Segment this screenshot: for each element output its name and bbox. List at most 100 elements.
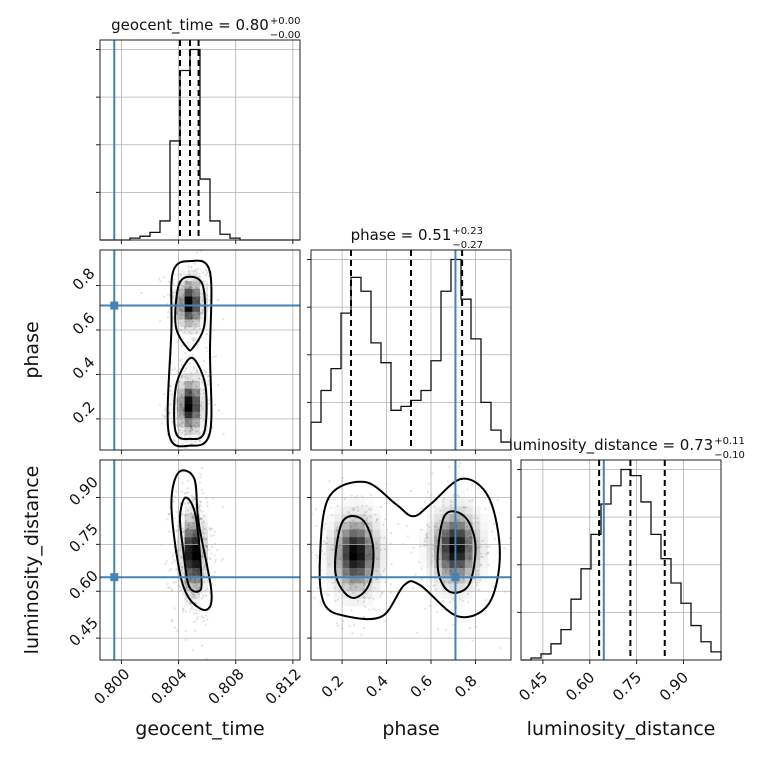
scatter-point	[203, 565, 206, 569]
scatter-point	[188, 429, 192, 432]
scatter-point	[431, 547, 434, 551]
scatter-point	[179, 313, 183, 316]
scatter-point	[208, 556, 211, 560]
scatter-point	[200, 517, 203, 520]
scatter-point	[342, 554, 345, 557]
scatter-point	[186, 564, 190, 567]
scatter-point	[181, 572, 185, 575]
scatter-point	[189, 551, 192, 554]
density-cell	[318, 544, 327, 553]
scatter-point	[200, 517, 203, 520]
scatter-point	[213, 554, 217, 557]
scatter-point	[181, 513, 184, 516]
density-cell	[184, 396, 193, 405]
title-main-luminosity_distance: luminosity_distance = 0.73	[509, 436, 713, 455]
scatter-point	[441, 563, 444, 566]
scatter-point	[188, 361, 192, 365]
scatter-point	[197, 410, 200, 414]
scatter-point	[183, 376, 187, 379]
scatter-point	[191, 403, 194, 406]
density-cell	[441, 536, 450, 545]
scatter-point	[412, 546, 415, 550]
density-cell	[341, 598, 350, 607]
scatter-point	[188, 577, 192, 581]
scatter-point	[186, 401, 189, 404]
scatter-point	[369, 556, 372, 559]
scatter-point	[379, 505, 383, 509]
scatter-point	[192, 388, 196, 391]
scatter-point	[316, 586, 319, 590]
scatter-point	[185, 491, 188, 495]
scatter-point	[187, 554, 190, 558]
scatter-point	[198, 569, 201, 572]
scatter-point	[365, 510, 368, 513]
density-cell	[349, 567, 358, 576]
scatter-point	[368, 508, 371, 511]
scatter-point	[351, 538, 354, 542]
density-cell	[334, 506, 343, 515]
scatter-point	[196, 251, 199, 254]
scatter-point	[361, 495, 364, 498]
scatter-point	[192, 291, 195, 295]
scatter-point	[190, 550, 193, 554]
density-cell	[341, 536, 350, 545]
scatter-point	[344, 572, 348, 575]
scatter-point	[190, 572, 194, 575]
scatter-point	[189, 545, 192, 548]
scatter-point	[192, 593, 195, 596]
scatter-point	[342, 619, 345, 623]
scatter-point	[469, 548, 472, 551]
scatter-point	[201, 271, 204, 274]
scatter-point	[191, 540, 195, 544]
scatter-point	[197, 558, 200, 562]
scatter-point	[416, 631, 419, 635]
contour-0-1	[173, 356, 208, 441]
density-cell	[341, 521, 350, 530]
scatter-point	[179, 376, 183, 379]
scatter-point	[182, 411, 186, 415]
scatter-point	[188, 424, 192, 428]
scatter-point	[372, 607, 375, 610]
scatter-point	[487, 563, 490, 566]
ytick-label-luminosity_distance-3: 0.90	[65, 473, 101, 509]
scatter-point	[330, 514, 334, 517]
scatter-point	[363, 582, 366, 585]
scatter-point	[357, 554, 361, 557]
contour-1-1	[170, 469, 213, 612]
scatter-point	[182, 408, 185, 411]
density-cell	[372, 567, 381, 576]
scatter-point	[188, 389, 191, 392]
scatter-point	[468, 532, 471, 535]
density-cell	[426, 567, 435, 576]
scatter-point	[362, 600, 366, 603]
scatter-point	[479, 578, 482, 582]
density-cell	[349, 506, 358, 515]
scatter-point	[180, 462, 182, 464]
density-cell	[364, 590, 373, 599]
scatter-point	[468, 499, 471, 503]
scatter-point	[207, 379, 210, 382]
scatter-point	[189, 511, 193, 515]
scatter-point	[347, 555, 351, 558]
density-cell	[434, 529, 443, 538]
scatter-point	[190, 564, 194, 567]
scatter-point	[186, 509, 189, 512]
scatter-point	[183, 429, 186, 432]
scatter-point	[172, 553, 175, 557]
scatter-point	[192, 270, 195, 274]
scatter-point	[441, 536, 444, 539]
scatter-point	[191, 551, 194, 554]
scatter-point	[418, 560, 421, 564]
scatter-point	[194, 530, 197, 533]
scatter-point	[213, 403, 217, 407]
scatter-point	[175, 453, 177, 455]
scatter-point	[470, 483, 474, 486]
scatter-point	[203, 564, 207, 567]
scatter-point	[209, 528, 212, 531]
scatter-point	[452, 494, 455, 497]
scatter-point	[209, 534, 213, 537]
scatter-point	[381, 591, 384, 594]
density-cell	[326, 560, 335, 568]
density-cell	[176, 319, 185, 328]
scatter-point	[199, 500, 202, 504]
